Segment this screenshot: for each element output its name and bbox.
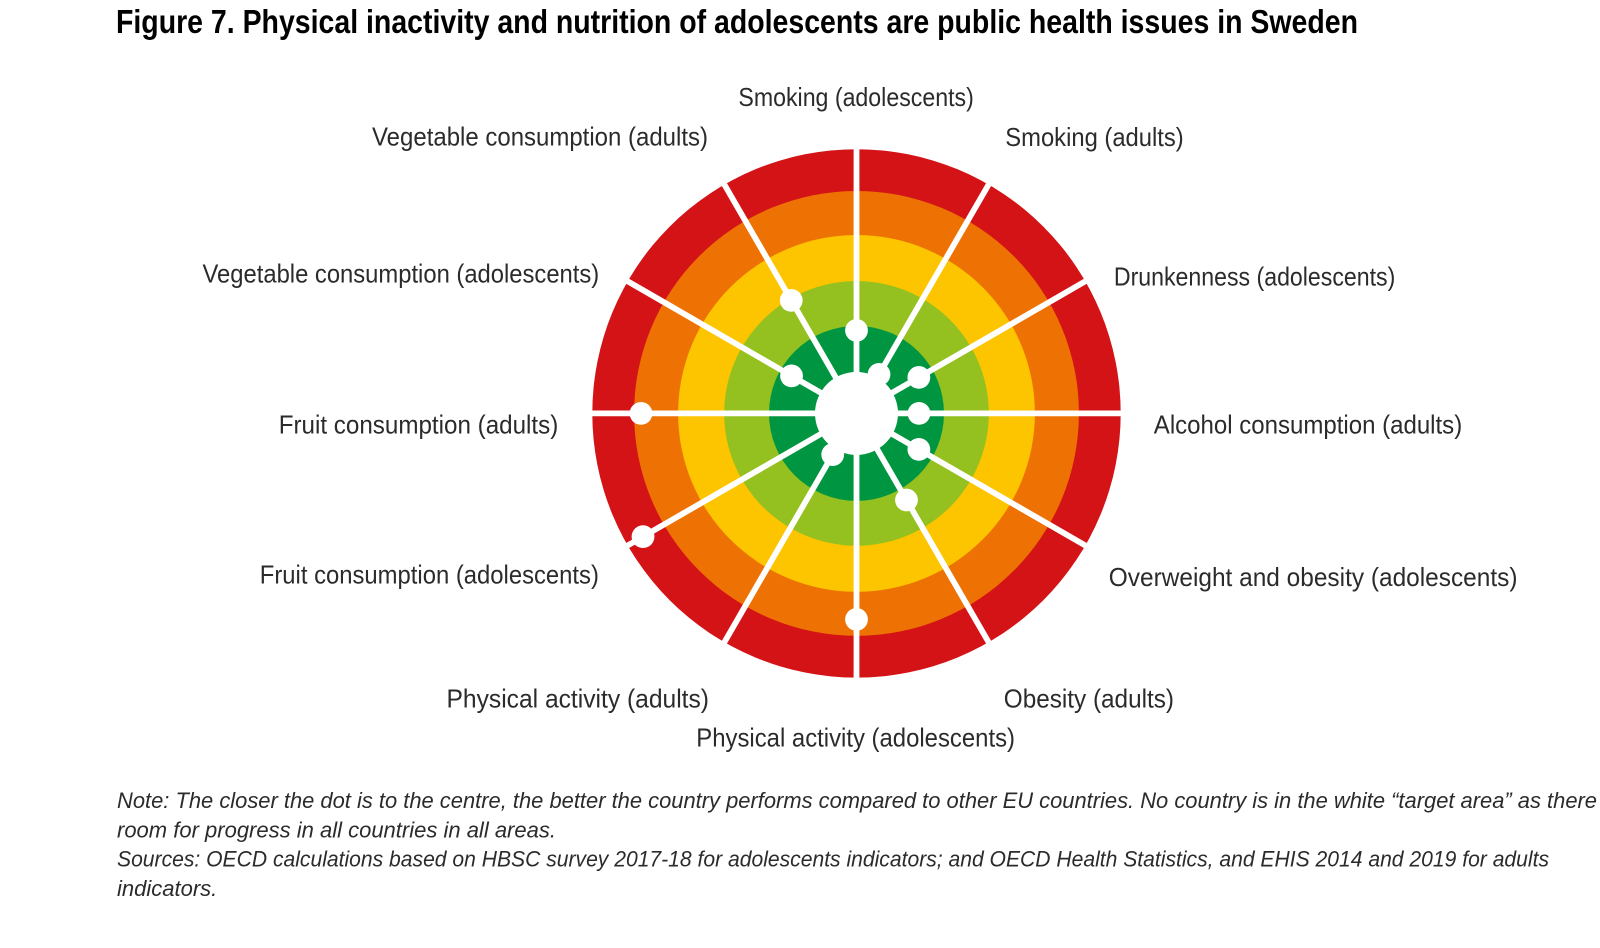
svg-text:Vegetable consumption (adults): Vegetable consumption (adults) bbox=[372, 122, 708, 152]
svg-text:Fruit consumption (adults): Fruit consumption (adults) bbox=[279, 410, 559, 440]
svg-text:Vegetable consumption (adolesc: Vegetable consumption (adolescents) bbox=[203, 259, 600, 289]
svg-text:Figure 7. Physical inactivity: Figure 7. Physical inactivity and nutrit… bbox=[116, 3, 1358, 40]
svg-text:Note: The closer the dot is to: Note: The closer the dot is to the centr… bbox=[117, 788, 1597, 813]
svg-text:Obesity (adults): Obesity (adults) bbox=[1004, 684, 1174, 714]
svg-text:Drunkenness (adolescents): Drunkenness (adolescents) bbox=[1114, 261, 1395, 291]
svg-text:Fruit consumption (adolescents: Fruit consumption (adolescents) bbox=[260, 560, 599, 590]
svg-text:Sources: OECD calculations bas: Sources: OECD calculations based on HBSC… bbox=[117, 847, 1549, 872]
svg-text:Smoking (adolescents): Smoking (adolescents) bbox=[738, 82, 973, 112]
svg-text:Alcohol consumption (adults): Alcohol consumption (adults) bbox=[1154, 410, 1462, 440]
svg-text:indicators.: indicators. bbox=[117, 876, 217, 901]
svg-text:Physical activity (adolescents: Physical activity (adolescents) bbox=[696, 723, 1015, 753]
svg-text:Overweight and obesity (adoles: Overweight and obesity (adolescents) bbox=[1109, 562, 1518, 592]
svg-text:room for progress in all count: room for progress in all countries in al… bbox=[117, 817, 556, 842]
svg-text:Physical activity (adults): Physical activity (adults) bbox=[447, 684, 710, 714]
svg-text:Smoking (adults): Smoking (adults) bbox=[1005, 122, 1183, 152]
